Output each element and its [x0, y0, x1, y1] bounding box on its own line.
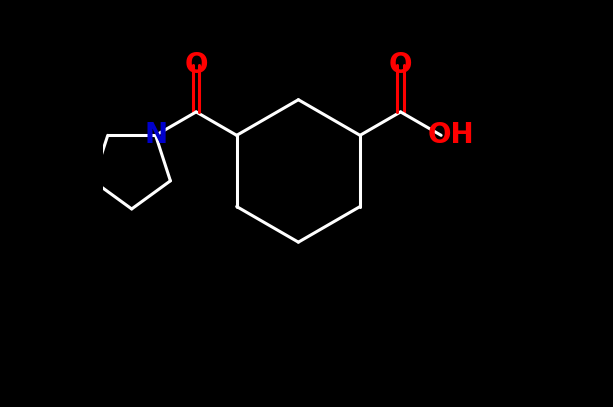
Text: OH: OH: [428, 121, 474, 149]
Text: O: O: [389, 51, 413, 79]
Text: N: N: [144, 121, 167, 149]
Text: O: O: [185, 51, 208, 79]
